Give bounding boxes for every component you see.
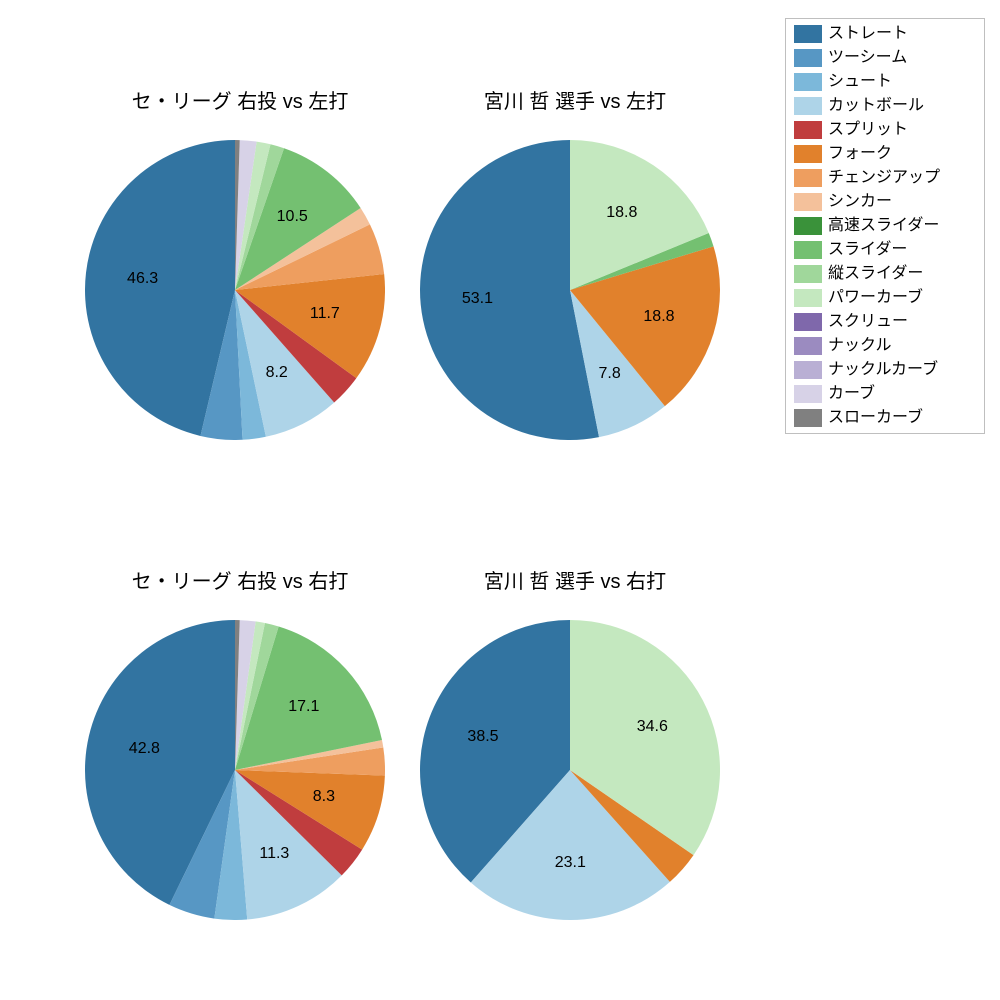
legend-swatch xyxy=(794,289,822,307)
legend-swatch xyxy=(794,121,822,139)
pie-slice-label: 8.3 xyxy=(313,788,335,806)
chart-title-br: 宮川 哲 選手 vs 右打 xyxy=(445,565,705,594)
pie-tr: 53.1 7.8 18.8 18.8 xyxy=(420,140,720,440)
pie-br: 38.5 23.1 34.6 xyxy=(420,620,720,920)
legend: ストレートツーシームシュートカットボールスプリットフォークチェンジアップシンカー… xyxy=(785,18,985,434)
legend-label: ナックル xyxy=(828,338,892,354)
legend-label: 高速スライダー xyxy=(828,218,939,234)
pie-slice-label: 34.6 xyxy=(637,718,668,736)
legend-label: パワーカーブ xyxy=(828,290,923,306)
legend-swatch xyxy=(794,25,822,43)
pie-slice-label: 18.8 xyxy=(606,204,637,222)
pie-tl: 46.3 8.2 11.7 10.5 xyxy=(85,140,385,440)
legend-item: パワーカーブ xyxy=(794,289,976,307)
legend-swatch xyxy=(794,217,822,235)
legend-item: ストレート xyxy=(794,25,976,43)
legend-label: ナックルカーブ xyxy=(828,362,938,378)
pie-slice-label: 11.7 xyxy=(310,305,340,323)
pie-slice-label: 8.2 xyxy=(266,364,288,382)
pie-slice-label: 17.1 xyxy=(288,698,319,716)
legend-swatch xyxy=(794,361,822,379)
chart-title-bl: セ・リーグ 右投 vs 右打 xyxy=(110,565,370,594)
legend-item: カットボール xyxy=(794,97,976,115)
chart-title-tr: 宮川 哲 選手 vs 左打 xyxy=(445,85,705,114)
legend-swatch xyxy=(794,169,822,187)
legend-swatch xyxy=(794,313,822,331)
pie-slice-label: 53.1 xyxy=(462,290,493,308)
legend-item: チェンジアップ xyxy=(794,169,976,187)
legend-label: スクリュー xyxy=(828,314,908,330)
legend-item: ナックルカーブ xyxy=(794,361,976,379)
legend-swatch xyxy=(794,97,822,115)
legend-item: 縦スライダー xyxy=(794,265,976,283)
legend-item: スクリュー xyxy=(794,313,976,331)
legend-item: ツーシーム xyxy=(794,49,976,67)
pie-bl: 42.8 11.3 8.3 17.1 xyxy=(85,620,385,920)
legend-label: カーブ xyxy=(828,386,875,402)
legend-item: 高速スライダー xyxy=(794,217,976,235)
legend-swatch xyxy=(794,49,822,67)
legend-swatch xyxy=(794,241,822,259)
legend-label: スローカーブ xyxy=(828,410,923,426)
legend-swatch xyxy=(794,145,822,163)
legend-swatch xyxy=(794,193,822,211)
legend-label: ストレート xyxy=(828,26,908,42)
pie-slice-label: 11.3 xyxy=(259,845,289,863)
legend-item: スローカーブ xyxy=(794,409,976,427)
legend-item: シンカー xyxy=(794,193,976,211)
pie-slice-label: 18.8 xyxy=(643,308,674,326)
legend-label: 縦スライダー xyxy=(828,266,923,282)
legend-item: ナックル xyxy=(794,337,976,355)
legend-label: チェンジアップ xyxy=(828,170,940,186)
legend-label: ツーシーム xyxy=(828,50,907,66)
legend-label: シュート xyxy=(828,74,892,90)
legend-label: フォーク xyxy=(828,146,892,162)
legend-item: スプリット xyxy=(794,121,976,139)
chart-grid: セ・リーグ 右投 vs 左打 46.3 8.2 11.7 10.5 宮川 哲 選手 vs … xyxy=(0,0,1000,1000)
pie-slice-label: 42.8 xyxy=(129,740,160,758)
pie-slice-label: 46.3 xyxy=(127,270,158,288)
pie-slice-label: 38.5 xyxy=(467,728,498,746)
legend-swatch xyxy=(794,409,822,427)
legend-label: シンカー xyxy=(828,194,892,210)
legend-label: スプリット xyxy=(828,122,908,138)
legend-item: スライダー xyxy=(794,241,976,259)
pie-slice-label: 10.5 xyxy=(277,208,308,226)
legend-item: シュート xyxy=(794,73,976,91)
legend-item: カーブ xyxy=(794,385,976,403)
pie-slice-label: 7.8 xyxy=(598,365,620,383)
legend-swatch xyxy=(794,265,822,283)
legend-label: カットボール xyxy=(828,98,924,114)
legend-label: スライダー xyxy=(828,242,907,258)
chart-title-tl: セ・リーグ 右投 vs 左打 xyxy=(110,85,370,114)
legend-swatch xyxy=(794,337,822,355)
pie-slice-label: 23.1 xyxy=(555,854,586,872)
legend-item: フォーク xyxy=(794,145,976,163)
legend-swatch xyxy=(794,385,822,403)
legend-swatch xyxy=(794,73,822,91)
